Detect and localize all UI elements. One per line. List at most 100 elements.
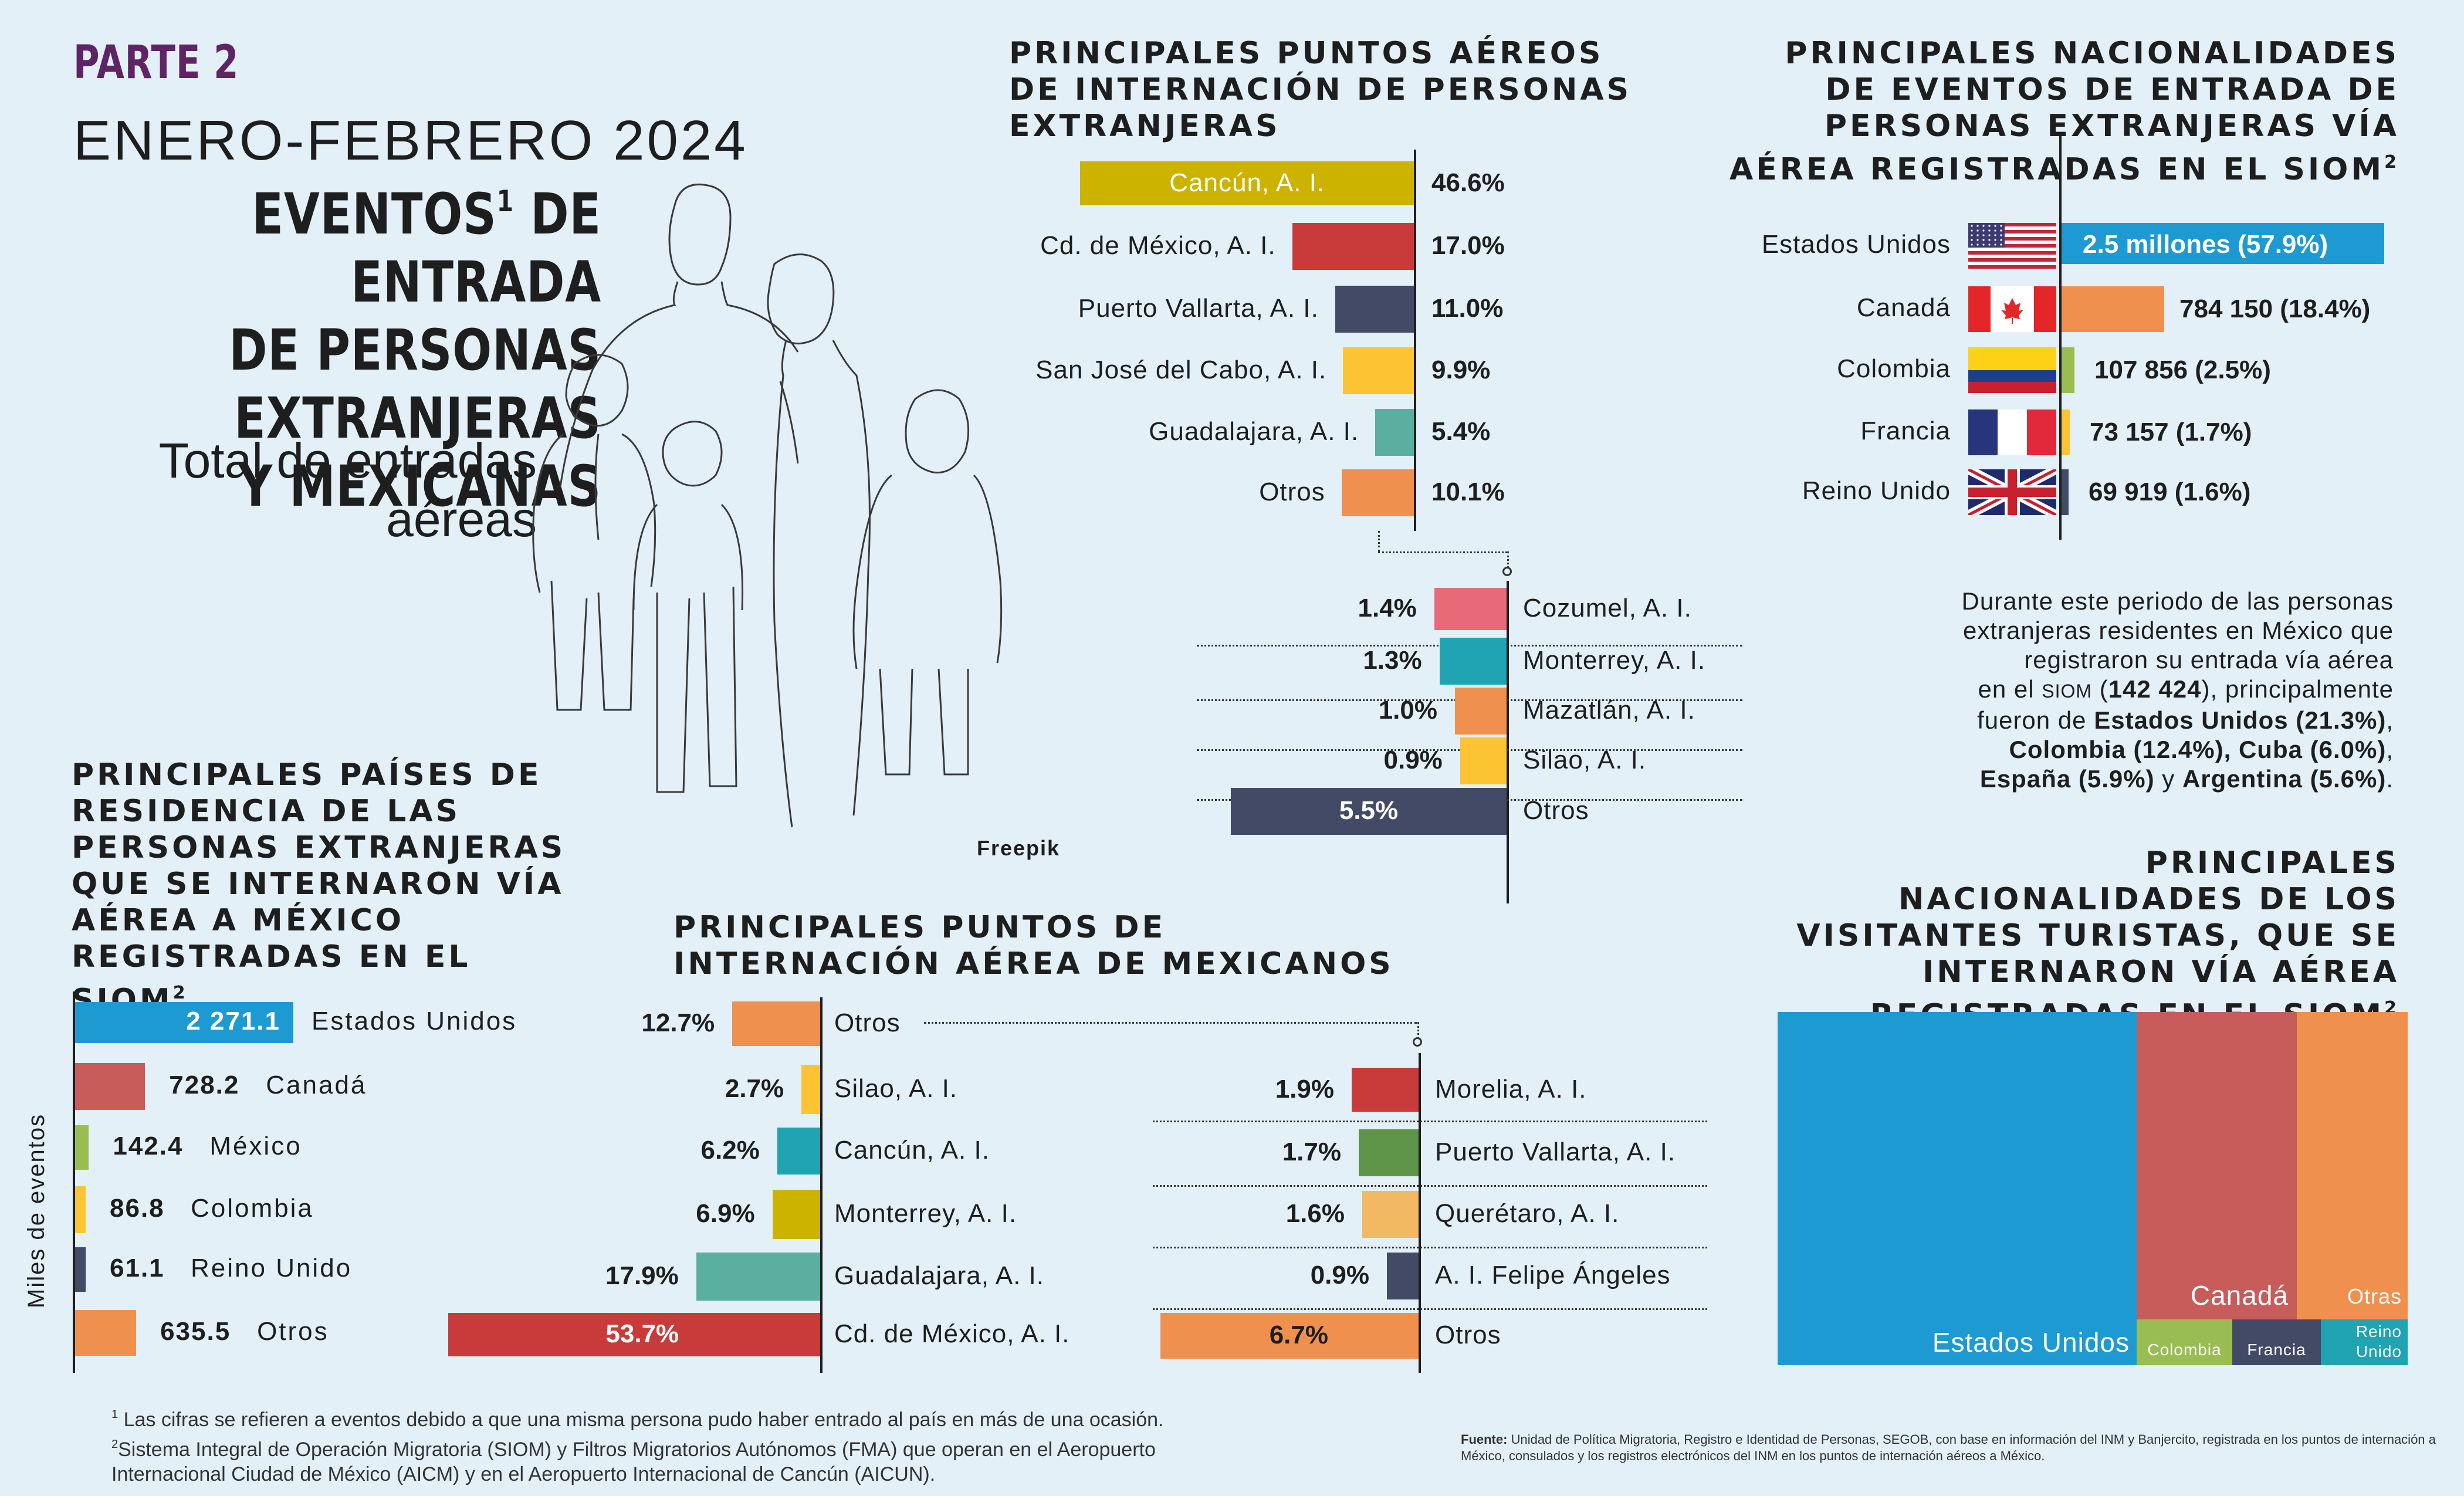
note-line: España (5.9%) y Argentina (5.6%).: [1819, 764, 2394, 794]
bar-value-label: 2 271.1: [186, 1007, 280, 1035]
bar: [1341, 469, 1414, 516]
bar-category-label: Cozumel, A. I.: [1523, 594, 1692, 622]
note-line: Colombia (12.4%), Cuba (6.0%),: [1819, 735, 2394, 764]
note-text: Argentina (5.6%): [2182, 765, 2387, 793]
bar-value-label: 6.7%: [1269, 1321, 1328, 1349]
bar-category-label: Estados Unidos: [312, 1007, 517, 1035]
note-text: ,: [2386, 736, 2394, 763]
mexican-air-points-title: PRINCIPALES PUNTOS DE INTERNACIÓN AÉREA …: [673, 910, 1394, 981]
bar: [75, 1002, 293, 1043]
connector-line: [1417, 1022, 1419, 1040]
bar: [2062, 286, 2164, 332]
bar: [1335, 286, 1414, 333]
main-title-line: EXTRANJERAS: [234, 385, 601, 451]
bar: [2062, 223, 2384, 264]
bar: [1434, 588, 1507, 630]
bar-value-label: 61.1: [110, 1254, 165, 1282]
title-text: PRINCIPALES NACIONALIDADES DE EVENTOS DE…: [1729, 36, 2399, 187]
bar: [75, 1125, 89, 1170]
note-text: en el: [1978, 675, 2042, 703]
bar-category-label: Otros: [1435, 1321, 1501, 1349]
bar: [1460, 737, 1507, 784]
axis-line: [73, 991, 75, 1373]
bar-category-label: A. I. Felipe Ángeles: [1435, 1261, 1671, 1289]
bar-category-label: Cancún, A. I.: [834, 1136, 990, 1165]
footnotes: 1 Las cifras se refieren a eventos debid…: [111, 1402, 1343, 1487]
country-label: Francia: [1860, 417, 1951, 445]
row-divider: [1153, 1247, 1707, 1248]
france-flag-icon: [1968, 409, 2056, 455]
main-title-line: DE ENTRADA: [351, 181, 601, 315]
source-note: Fuente: Unidad de Política Migratoria, R…: [1461, 1431, 2446, 1464]
footnote-text: Internacional Ciudad de México (AICM) y …: [111, 1463, 936, 1485]
source-label: Fuente:: [1461, 1432, 1508, 1447]
treemap-cell: Colombia: [2137, 1319, 2232, 1365]
note-text: Estados Unidos (21.3%): [2094, 706, 2387, 734]
bar: [448, 1313, 820, 1356]
bar-value-label: 1.0%: [1378, 696, 1437, 725]
bar-value-label: 5.4%: [1431, 417, 1491, 446]
bar-value-label: 12.7%: [641, 1008, 715, 1037]
bar-value-label: 17.9%: [605, 1261, 679, 1290]
connector-line: [1378, 531, 1380, 551]
subtitle-line: aéreas: [386, 492, 537, 547]
bar-category-label: Cd. de México, A. I.: [1040, 231, 1276, 260]
bar-category-label: México: [209, 1132, 302, 1160]
bar: [1359, 1129, 1419, 1176]
bar: [1343, 347, 1414, 394]
bar: [777, 1128, 820, 1175]
bar: [75, 1063, 145, 1110]
y-axis-label: Miles de eventos: [23, 1113, 49, 1308]
bar-category-label: Colombia: [191, 1194, 314, 1223]
part-label: PARTE 2: [73, 36, 239, 89]
note-text: y: [2154, 765, 2182, 793]
row-divider: [1153, 1121, 1707, 1122]
footnote-ref: 2: [2384, 152, 2399, 172]
note-line: registraron su entrada vía aérea: [1819, 645, 2394, 675]
bar-value-label: 17.0%: [1431, 231, 1505, 260]
note-text: fueron de: [1977, 706, 2094, 734]
bar-value-label: 5.5%: [1339, 796, 1399, 825]
note-text: Colombia (12.4%), Cuba (6.0%): [2009, 736, 2387, 763]
bar-value-label: 1.4%: [1358, 594, 1417, 622]
title-text: PRINCIPALES PAÍSES DE RESIDENCIA DE LAS …: [72, 757, 566, 1018]
country-label: Colombia: [1837, 354, 1951, 383]
bar-category-label: Cd. de México, A. I.: [834, 1319, 1070, 1348]
bar-category-label: Reino Unido: [191, 1254, 353, 1282]
bar-category-label: Puerto Vallarta, A. I.: [1435, 1138, 1676, 1166]
bar-category-label: Canadá: [266, 1071, 367, 1099]
main-title: EVENTOS1 DE ENTRADA DE PERSONAS EXTRANJE…: [73, 167, 601, 520]
connector-node: [1502, 567, 1512, 576]
connector-line: [1378, 551, 1507, 553]
bar: [1160, 1313, 1419, 1359]
bar-value-label: 6.9%: [696, 1199, 755, 1228]
bar-category-label: Otros: [257, 1317, 329, 1346]
main-title-line: Y MEXICANAS: [239, 453, 601, 519]
bar-value-label: 784 150 (18.4%): [2179, 295, 2371, 323]
period-label: ENERO-FEBRERO 2024: [73, 109, 748, 172]
note-text: Durante este periodo de las personas: [1961, 587, 2394, 615]
bar: [1375, 409, 1414, 456]
bar-category-label: Querétaro, A. I.: [1435, 1199, 1620, 1228]
bar-value-label: 69 919 (1.6%): [2089, 478, 2251, 506]
bar: [2062, 469, 2069, 515]
footnote-ref: 1: [496, 184, 515, 218]
canada-flag-icon: [1968, 286, 2056, 332]
bar-category-label: Guadalajara, A. I.: [1149, 417, 1359, 446]
bar: [1352, 1068, 1419, 1112]
bar-value-label: 1.6%: [1285, 1199, 1345, 1228]
bar-value-label: 9.9%: [1431, 356, 1491, 384]
footnote-2: 2Sistema Integral de Operación Migratori…: [111, 1438, 1156, 1461]
bar: [801, 1065, 820, 1114]
us-flag-icon: [1968, 223, 2056, 269]
country-label: Estados Unidos: [1761, 230, 1951, 259]
bar: [75, 1247, 86, 1292]
foreign-air-points-title: PRINCIPALES PUNTOS AÉREOS DE INTERNACIÓN…: [1009, 36, 1632, 144]
treemap-cell: Francia: [2232, 1319, 2321, 1365]
bar: [75, 1186, 86, 1233]
treemap-label: Reino Unido: [2355, 1322, 2402, 1360]
axis-line: [1419, 1053, 1421, 1373]
bar-category-label: Mazatlán, A. I.: [1523, 696, 1695, 725]
bar-category-label: Morelia, A. I.: [1435, 1074, 1587, 1104]
bar-category-label: Silao, A. I.: [1523, 746, 1647, 774]
